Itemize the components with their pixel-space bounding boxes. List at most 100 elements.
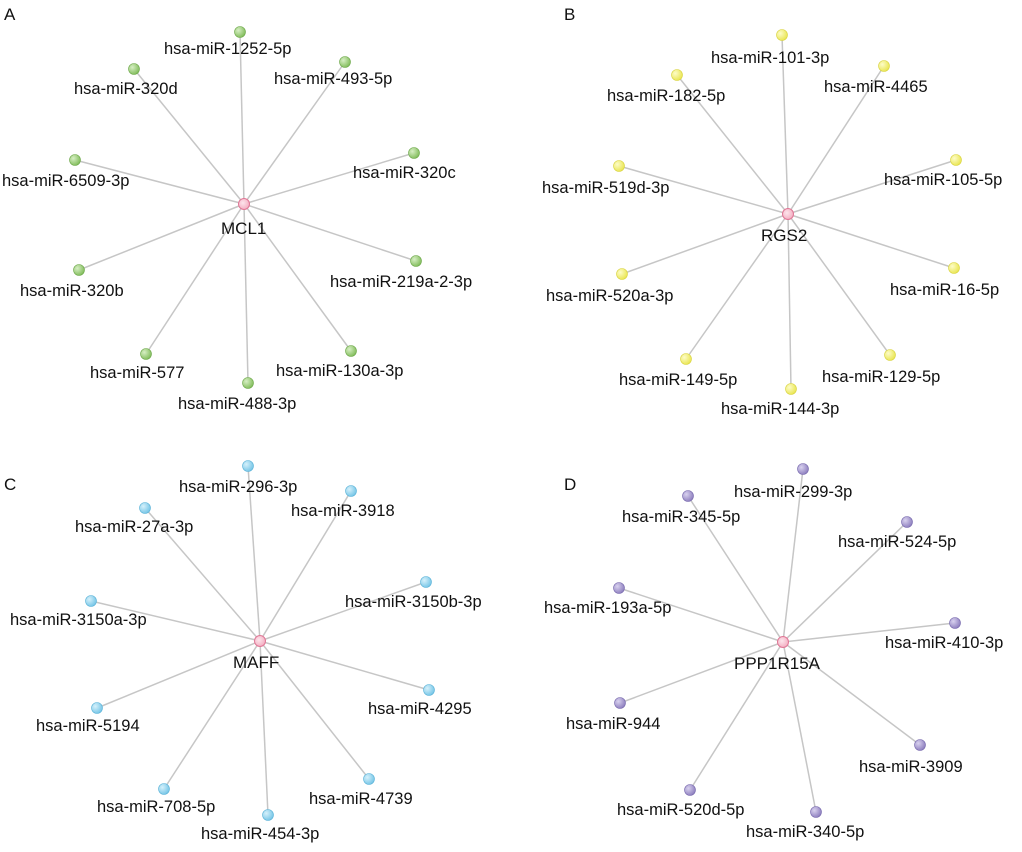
mirna-label: hsa-miR-27a-3p xyxy=(75,518,193,536)
edge xyxy=(259,640,269,816)
hub-label: RGS2 xyxy=(761,226,807,245)
mirna-label: hsa-miR-410-3p xyxy=(885,634,1003,652)
edge xyxy=(259,490,352,642)
mirna-label: hsa-miR-4465 xyxy=(824,78,928,96)
mirna-node xyxy=(776,29,788,41)
mirna-label: hsa-miR-1252-5p xyxy=(164,40,291,58)
mirna-label: hsa-miR-320d xyxy=(74,80,178,98)
mirna-node xyxy=(878,60,890,72)
mirna-label: hsa-miR-144-3p xyxy=(721,400,839,418)
edge xyxy=(618,165,789,215)
hub-node xyxy=(777,636,789,648)
edge xyxy=(74,159,245,205)
edge xyxy=(90,600,261,642)
panel-label: C xyxy=(4,475,16,494)
mirna-node xyxy=(363,773,375,785)
edge xyxy=(239,31,245,205)
mirna-node xyxy=(339,56,351,68)
mirna-labels: hsa-miR-296-3p hsa-miR-3918 hsa-miR-3150… xyxy=(10,478,482,843)
edge xyxy=(243,203,417,262)
mirna-node xyxy=(613,582,625,594)
mirna-node xyxy=(810,806,822,818)
mirna-label: hsa-miR-219a-2-3p xyxy=(330,273,472,291)
mirna-label: hsa-miR-6509-3p xyxy=(2,172,129,190)
edge xyxy=(133,68,245,205)
panel-c: C hsa-miR-296-3p h xyxy=(4,460,482,843)
mirna-node xyxy=(262,809,274,821)
edge xyxy=(687,495,784,643)
mirna-node xyxy=(234,26,246,38)
mirna-node xyxy=(914,739,926,751)
mirna-label: hsa-miR-520a-3p xyxy=(546,287,673,305)
edge xyxy=(618,587,784,643)
edge xyxy=(781,34,789,215)
mirna-node xyxy=(408,147,420,159)
mirna-node xyxy=(242,460,254,472)
mirna-label: hsa-miR-488-3p xyxy=(178,395,296,413)
edge xyxy=(144,507,261,642)
mirna-node xyxy=(613,160,625,172)
edge xyxy=(619,641,784,704)
mirna-label: hsa-miR-3918 xyxy=(291,502,395,520)
edge xyxy=(96,640,261,709)
mirna-node xyxy=(140,348,152,360)
panel-label: B xyxy=(564,5,575,24)
mirna-node xyxy=(242,377,254,389)
mirna-node xyxy=(680,353,692,365)
edge xyxy=(621,213,789,275)
mirna-node xyxy=(785,383,797,395)
hub-label: MCL1 xyxy=(221,219,266,238)
mirna-labels: hsa-miR-1252-5p hsa-miR-493-5p hsa-miR-3… xyxy=(2,40,472,413)
mirna-label: hsa-miR-520d-5p xyxy=(617,801,744,819)
mirna-node xyxy=(139,502,151,514)
edge xyxy=(787,65,885,215)
mirna-label: hsa-miR-5194 xyxy=(36,717,140,735)
mirna-label: hsa-miR-320c xyxy=(353,164,456,182)
hub-node xyxy=(782,208,794,220)
panel-a: A hsa-miR-1252-5p xyxy=(2,5,472,413)
hub-node xyxy=(238,198,250,210)
mirna-label: hsa-miR-3150a-3p xyxy=(10,611,147,629)
mirna-node xyxy=(616,268,628,280)
mirna-label: hsa-miR-296-3p xyxy=(179,478,297,496)
mirna-label: hsa-miR-4295 xyxy=(368,700,472,718)
mirna-label: hsa-miR-3909 xyxy=(859,758,963,776)
mirna-label: hsa-miR-130a-3p xyxy=(276,362,403,380)
mirna-label: hsa-miR-193a-5p xyxy=(544,599,671,617)
edge xyxy=(243,152,415,205)
mirna-labels: hsa-miR-101-3p hsa-miR-4465 hsa-miR-105-… xyxy=(542,49,1002,418)
mirna-node xyxy=(423,684,435,696)
hub-label: PPP1R15A xyxy=(734,654,821,673)
mirna-label: hsa-miR-129-5p xyxy=(822,368,940,386)
hub-label: MAFF xyxy=(233,653,279,672)
edge xyxy=(676,74,789,215)
edge xyxy=(787,159,957,215)
edge xyxy=(689,641,784,791)
mirna-label: hsa-miR-3150b-3p xyxy=(345,593,482,611)
mirna-node xyxy=(682,490,694,502)
edges xyxy=(618,468,956,813)
edges xyxy=(74,31,417,384)
mirna-label: hsa-miR-708-5p xyxy=(97,798,215,816)
edge xyxy=(787,213,792,390)
edge xyxy=(259,581,427,642)
mirna-node xyxy=(420,576,432,588)
mirna-label: hsa-miR-16-5p xyxy=(890,281,999,299)
edge xyxy=(259,640,370,780)
mirna-label: hsa-miR-493-5p xyxy=(274,70,392,88)
edge xyxy=(782,641,921,746)
edge xyxy=(243,61,346,205)
edge xyxy=(787,213,891,356)
edge xyxy=(243,203,352,352)
mirna-label: hsa-miR-944 xyxy=(566,715,660,733)
mirna-label: hsa-miR-182-5p xyxy=(607,87,725,105)
edge xyxy=(243,203,249,384)
mirna-node xyxy=(797,463,809,475)
edge xyxy=(782,622,956,643)
edge xyxy=(787,213,955,269)
mirna-labels: hsa-miR-299-3p hsa-miR-524-5p hsa-miR-41… xyxy=(544,483,1003,841)
mirna-label: hsa-miR-4739 xyxy=(309,790,413,808)
mirna-node xyxy=(614,697,626,709)
panel-d: D hsa-miR-299-3p hsa-miR-524-5p xyxy=(544,463,1003,841)
